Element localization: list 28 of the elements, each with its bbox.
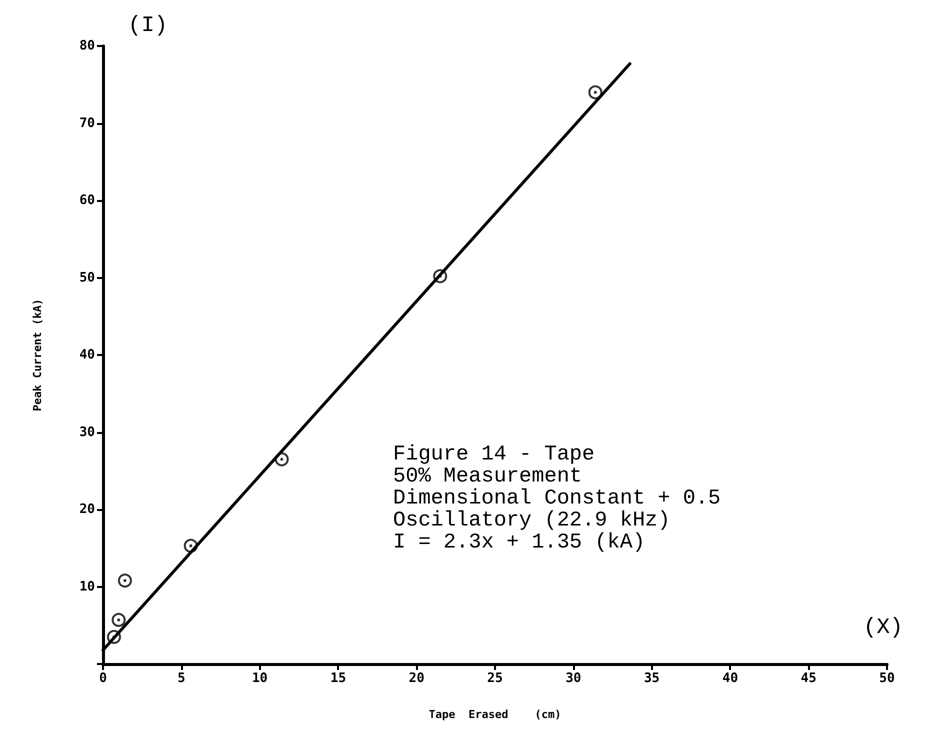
y-tick-label: 30 (79, 424, 96, 440)
x-tick-label: 20 (408, 671, 425, 686)
y-tick-label: 60 (79, 193, 96, 208)
y-tick-label: 80 (79, 38, 96, 54)
x-tick-label: 0 (99, 671, 108, 686)
y-tick-label: 10 (79, 579, 96, 594)
x-tick-label: 5 (177, 671, 186, 686)
y-tick-label: 50 (79, 270, 96, 286)
point (112, 612, 126, 627)
point (274, 452, 289, 466)
y-tick-label: 20 (79, 502, 96, 517)
x-tick-label: 30 (566, 671, 582, 686)
x-tick-label: 45 (800, 671, 816, 686)
x-tick-label: 25 (487, 671, 503, 686)
y-tick-label: 40 (79, 348, 96, 362)
annotation: (X) (863, 615, 904, 640)
x-tick-label: 10 (252, 671, 268, 686)
point (588, 85, 602, 100)
x-axis-title: Tape Erased (cm) (428, 708, 562, 721)
x-tick-label: 50 (879, 671, 895, 686)
x-tick-label: 35 (644, 671, 660, 686)
annotation: Figure 14 - Tape 50% Measurement Dimensional Constant + 0.5 Oscillatory (22.9 kHz) I = 2.3x + 1.35 (kA) (393, 444, 721, 554)
point (118, 574, 132, 588)
x-tick-label: 15 (330, 671, 346, 686)
x-tick-label: 40 (722, 671, 738, 686)
y-tick-label: 70 (79, 116, 96, 131)
text: (I) (128, 13, 168, 38)
y-axis-title: Peak Current (kA) (31, 298, 44, 412)
